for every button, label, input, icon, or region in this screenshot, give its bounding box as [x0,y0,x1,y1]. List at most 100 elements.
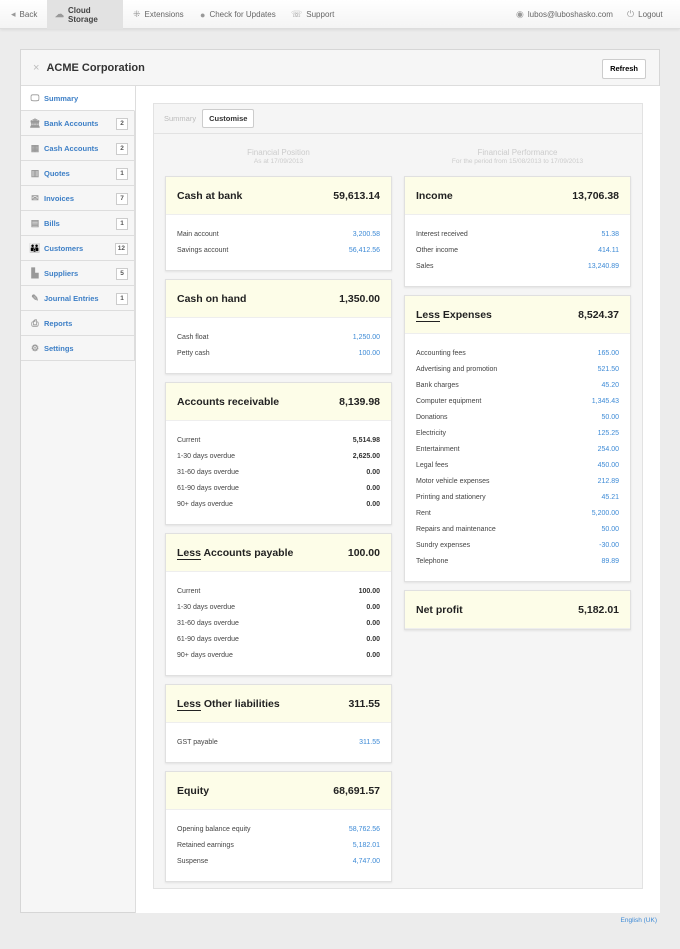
line-item-value[interactable]: 45.20 [601,381,619,389]
card-title: Less Accounts payable [177,546,293,560]
card-title-text: Cash at bank [177,189,243,202]
line-item-value[interactable]: 51.38 [601,230,619,238]
card-body: Accounting fees 165.00 Advertising and pro… [405,334,630,581]
line-item: Accounting fees 165.00 [416,345,619,361]
line-item: 90+ days overdue 0.00 [177,496,380,512]
line-item-value[interactable]: 414.11 [598,246,619,254]
line-item-value[interactable]: 450.00 [597,461,619,469]
sidebar-item-reports[interactable]: ⎙ Reports [21,311,135,336]
line-item-value[interactable]: 125.25 [597,429,619,437]
panel-header: × ACME Corporation Refresh [21,50,659,86]
sidebar-item-bank-accounts[interactable]: 🏛 Bank Accounts 2 [21,111,135,136]
line-item-value[interactable]: 5,182.01 [352,841,380,849]
sidebar-item-quotes[interactable]: ▥ Quotes 1 [21,161,135,186]
count-badge: 5 [116,268,128,280]
line-item-value[interactable]: 5,200.00 [591,509,619,517]
card-body: Interest received 51.38 Other income 414.11… [405,215,630,286]
card-title: Less Other liabilities [177,697,280,711]
tab-summary[interactable]: Summary [164,114,197,123]
line-item-value[interactable]: 4,747.00 [352,857,380,865]
line-item-value[interactable]: 212.89 [597,477,619,485]
refresh-button[interactable]: Refresh [602,59,646,79]
sidebar-item-settings[interactable]: ⚙ Settings [21,336,135,361]
line-item-label: Entertainment [416,445,460,453]
line-item-label: Electricity [416,429,446,437]
column-heading: Financial Performance [477,148,558,157]
line-item-value: 5,514.98 [352,436,380,444]
line-item-value[interactable]: 50.00 [601,413,619,421]
sidebar-item-label: Quotes [44,168,70,178]
close-icon[interactable]: × [33,61,40,74]
line-item-value[interactable]: 50.00 [601,525,619,533]
sidebar-item-summary[interactable]: 🖵 Summary [21,86,135,111]
card-total: 8,139.98 [339,395,380,408]
line-item: Legal fees 450.00 [416,457,619,473]
card-title-text: Expenses [442,308,492,321]
count-badge: 2 [116,143,128,155]
language-link[interactable]: English (UK) [620,917,657,924]
line-item-value[interactable]: -30.00 [599,541,619,549]
user-email: lubos@luboshasko.com [527,10,613,19]
line-item: 31-60 days overdue 0.00 [177,615,380,631]
line-item-value[interactable]: 1,250.00 [352,333,380,341]
accounts-receivable-card: Accounts receivable 8,139.98 Current 5,514.… [165,382,392,525]
line-item-value[interactable]: 45.21 [601,493,619,501]
sidebar: 🖵 Summary 🏛 Bank Accounts 2 ▦ Cash Accounts 2 ▥ Q… [21,86,135,361]
summary-icon: 🖵 [30,92,40,103]
card-title-text: Cash on hand [177,292,247,305]
line-item-value[interactable]: 3,200.58 [352,230,380,238]
bank-accounts-icon: 🏛 [29,117,41,128]
line-item-label: GST payable [177,738,218,746]
card-body: Current 5,514.98 1-30 days overdue 2,625.00… [166,421,391,524]
line-item-value[interactable]: 89.89 [601,557,619,565]
sidebar-item-customers[interactable]: 👪 Customers 12 [21,236,135,261]
sidebar-item-cash-accounts[interactable]: ▦ Cash Accounts 2 [21,136,135,161]
column-heading: Financial Position [247,148,310,157]
extensions-button[interactable]: ⁜ Extensions [125,0,192,29]
user-account-button[interactable]: ◉ lubos@luboshasko.com [508,0,621,29]
support-button[interactable]: ☏ Support [283,0,342,29]
line-item-value[interactable]: 165.00 [597,349,619,357]
line-item-value[interactable]: 13,240.89 [587,262,619,270]
line-item-label: Petty cash [177,349,210,357]
back-label: Back [19,10,38,19]
cloud-storage-tab[interactable]: ☁ Cloud Storage [47,0,123,29]
line-item-value[interactable]: 58,762.56 [348,825,380,833]
line-item-value[interactable]: 100.00 [358,349,380,357]
line-item-value: 0.00 [366,500,380,508]
tab-customise[interactable]: Customise [202,109,255,128]
logout-button[interactable]: ⏻ Logout [619,0,671,29]
line-item: Opening balance equity 58,762.56 [177,821,380,837]
sidebar-item-journal-entries[interactable]: ✎ Journal Entries 1 [21,286,135,311]
customers-icon: 👪 [29,242,41,253]
sidebar-item-bills[interactable]: ▤ Bills 1 [21,211,135,236]
extensions-icon: ⁜ [133,9,141,19]
card-body: Opening balance equity 58,762.56 Retained … [166,810,391,881]
extensions-label: Extensions [144,10,184,19]
line-item-value[interactable]: 1,345.43 [591,397,619,405]
phone-24-icon: ☏ [291,9,303,19]
sidebar-item-invoices[interactable]: ✉ Invoices 7 [21,186,135,211]
line-item-label: Telephone [416,557,449,565]
line-item-value: 0.00 [366,468,380,476]
card-total: 311.55 [348,697,380,710]
sidebar-item-label: Reports [44,318,73,328]
financial-performance-column: Financial Performance For the period from… [404,148,631,638]
line-item-label: Suspense [177,857,209,865]
line-item-value[interactable]: 521.50 [597,365,619,373]
page-title: ACME Corporation [46,61,145,74]
sidebar-item-suppliers[interactable]: ▙ Suppliers 5 [21,261,135,286]
invoices-icon: ✉ [31,192,39,203]
line-item-value[interactable]: 311.55 [359,738,380,746]
card-total: 68,691.57 [333,784,380,797]
line-item-value: 0.00 [366,651,380,659]
sidebar-item-label: Bank Accounts [44,118,99,128]
line-item: Savings account 56,412.56 [177,242,380,258]
line-item-value[interactable]: 56,412.56 [348,246,380,254]
quotes-icon: ▥ [30,167,40,178]
count-badge: 1 [116,218,128,230]
line-item: Cash float 1,250.00 [177,329,380,345]
check-updates-button[interactable]: ● Check for Updates [192,0,284,29]
back-button[interactable]: ◂ Back [3,0,45,29]
line-item-value[interactable]: 254.00 [597,445,619,453]
